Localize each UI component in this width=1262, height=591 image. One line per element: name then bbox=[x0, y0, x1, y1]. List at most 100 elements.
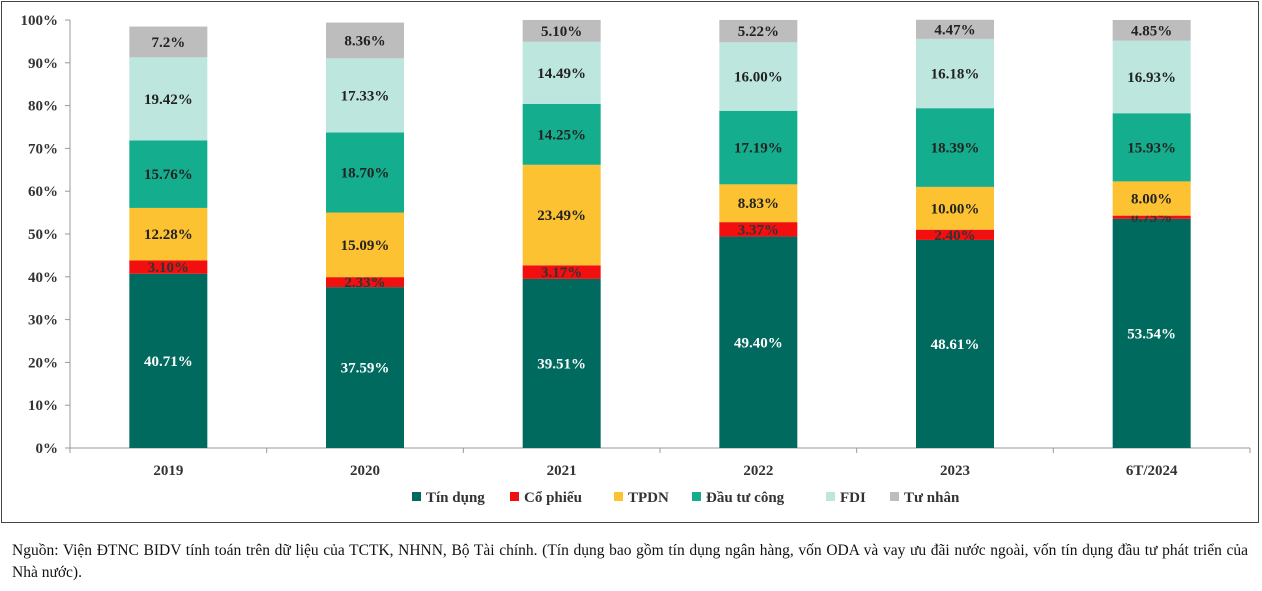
data-label: 7.2% bbox=[151, 35, 185, 51]
bar-segment bbox=[719, 19, 798, 43]
data-label: 19.42% bbox=[144, 92, 193, 108]
bar-segment bbox=[326, 277, 404, 288]
data-label: 15.09% bbox=[341, 238, 390, 254]
data-label: 5.10% bbox=[541, 24, 582, 40]
bar-segment bbox=[522, 103, 601, 165]
data-label: 18.39% bbox=[931, 141, 980, 157]
bar-segment bbox=[916, 38, 994, 109]
bar-segment bbox=[916, 186, 994, 230]
data-label: 12.28% bbox=[144, 227, 193, 243]
y-tick-label: 20% bbox=[28, 355, 58, 371]
data-label: 15.93% bbox=[1127, 140, 1176, 156]
bar-segment bbox=[719, 236, 798, 448]
legend-label: Đầu tư công bbox=[706, 490, 785, 506]
x-tick-label: 2023 bbox=[940, 463, 970, 479]
bar-segment bbox=[1112, 215, 1191, 219]
data-label: 16.18% bbox=[931, 67, 980, 83]
bar-segment bbox=[1112, 218, 1191, 448]
bar-segment bbox=[326, 22, 404, 59]
data-label: 2.33% bbox=[344, 275, 385, 291]
legend-label: TPDN bbox=[628, 490, 669, 506]
data-label: 14.49% bbox=[537, 66, 586, 82]
bar-segment bbox=[916, 239, 994, 448]
legend-label: Tín dụng bbox=[426, 490, 485, 506]
data-label: 3.10% bbox=[148, 260, 189, 276]
bar-segment bbox=[522, 265, 601, 279]
data-label: 16.00% bbox=[734, 70, 783, 86]
data-label: 23.49% bbox=[537, 208, 586, 224]
bar-segment bbox=[522, 41, 601, 104]
data-label: 8.00% bbox=[1131, 192, 1172, 208]
bar-segment bbox=[522, 278, 601, 448]
bar-segment bbox=[326, 287, 404, 448]
y-tick-label: 80% bbox=[28, 99, 58, 115]
bar-segment bbox=[522, 19, 601, 42]
legend-swatch bbox=[890, 492, 899, 501]
bar-segment bbox=[326, 58, 404, 133]
stacked-bar-chart: 0% 10% 20% 30% 40% 50% 60% 70% 80% 90% 100% 40.71% 3… bbox=[21, 13, 1251, 506]
data-label: 48.61% bbox=[931, 337, 980, 353]
y-tick-label: 50% bbox=[28, 227, 58, 243]
bar-segment bbox=[129, 273, 208, 448]
data-label: 17.33% bbox=[341, 88, 390, 104]
bar-segment bbox=[1112, 20, 1191, 41]
data-label: 37.59% bbox=[341, 361, 390, 377]
data-label: 15.76% bbox=[144, 167, 193, 183]
x-tick-label: 2021 bbox=[547, 463, 577, 479]
data-label: 3.37% bbox=[738, 222, 779, 238]
data-label: 4.47% bbox=[934, 22, 975, 38]
data-label: 2.40% bbox=[934, 228, 975, 244]
legend-swatch bbox=[412, 492, 421, 501]
bar-segment bbox=[129, 26, 208, 58]
data-label: 14.25% bbox=[537, 127, 586, 143]
data-label: 53.54% bbox=[1127, 326, 1176, 342]
bar-segment bbox=[522, 164, 601, 266]
x-tick-label: 2019 bbox=[153, 463, 183, 479]
source-note: Nguồn: Viện ĐTNC BIDV tính toán trên dữ … bbox=[12, 542, 1248, 581]
y-tick-label: 90% bbox=[28, 56, 58, 72]
bar-segment bbox=[916, 229, 994, 240]
bar-segment bbox=[129, 207, 208, 261]
data-label: 40.71% bbox=[144, 354, 193, 370]
x-tick-label: 2022 bbox=[743, 463, 773, 479]
y-tick-label: 0% bbox=[36, 441, 59, 457]
bar-segment bbox=[719, 184, 798, 223]
x-tick-label: 2020 bbox=[350, 463, 380, 479]
y-tick-label: 10% bbox=[28, 398, 58, 414]
y-tick-label: 100% bbox=[21, 13, 59, 29]
y-tick-label: 70% bbox=[28, 141, 58, 157]
chart-frame: 0% 10% 20% 30% 40% 50% 60% 70% 80% 90% 100% 40.71% 3… bbox=[1, 1, 1259, 523]
legend-swatch bbox=[614, 492, 623, 501]
legend-swatch bbox=[510, 492, 519, 501]
bar-segment bbox=[719, 222, 798, 237]
legend-swatch bbox=[692, 492, 701, 501]
y-tick-label: 30% bbox=[28, 313, 58, 329]
legend-label: Tư nhân bbox=[904, 490, 960, 506]
x-tick-label: 6T/2024 bbox=[1126, 463, 1178, 479]
bar-segment bbox=[719, 42, 798, 111]
bar-segment bbox=[326, 132, 404, 213]
data-label: 18.70% bbox=[341, 166, 390, 182]
y-tick-label: 40% bbox=[28, 270, 58, 286]
bar-segment bbox=[326, 212, 404, 278]
legend-label: FDI bbox=[840, 490, 866, 506]
legend-swatch bbox=[826, 492, 835, 501]
data-label: 49.40% bbox=[734, 335, 783, 351]
bar-segment bbox=[719, 110, 798, 185]
data-label: 39.51% bbox=[537, 356, 586, 372]
bar-segment bbox=[916, 19, 994, 39]
data-label: 8.83% bbox=[738, 196, 779, 212]
data-label: 8.36% bbox=[344, 33, 385, 49]
bar-segment bbox=[1112, 113, 1191, 182]
bar-segment bbox=[1112, 40, 1191, 114]
bar-segment bbox=[129, 260, 208, 274]
data-label: 16.93% bbox=[1127, 70, 1176, 86]
data-label: 17.19% bbox=[734, 141, 783, 157]
bar-segment bbox=[129, 57, 208, 141]
bar-segment bbox=[1112, 181, 1191, 216]
data-label: 10.00% bbox=[931, 201, 980, 217]
legend-label: Cổ phiếu bbox=[524, 490, 582, 506]
y-tick-label: 60% bbox=[28, 184, 58, 200]
bar-segment bbox=[129, 140, 208, 208]
data-label: 5.22% bbox=[738, 24, 779, 40]
